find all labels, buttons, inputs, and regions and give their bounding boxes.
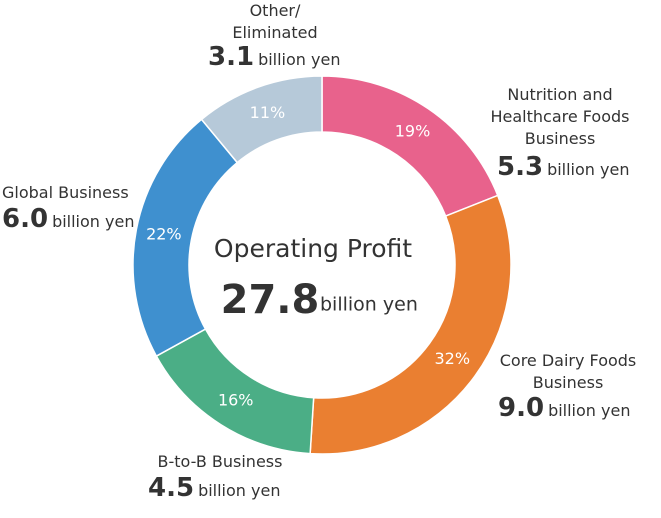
- donut-segment: [309, 194, 512, 455]
- amount-value: 3.1: [208, 42, 255, 72]
- amount-value: 9.0: [498, 393, 545, 423]
- percent-label: 11%: [250, 103, 286, 122]
- percent-label: 22%: [146, 224, 182, 243]
- amount-label: 5.3 billion yen: [497, 152, 629, 182]
- amount-unit: billion yen: [198, 481, 281, 500]
- total-unit: billion yen: [320, 294, 418, 316]
- amount-unit: billion yen: [547, 160, 630, 179]
- amount-label: 6.0 billion yen: [2, 204, 134, 234]
- percent-label: 16%: [218, 390, 254, 409]
- category-label: Global Business: [2, 183, 129, 202]
- percent-label: 32%: [434, 349, 470, 368]
- percent-label: 19%: [395, 121, 431, 140]
- amount-value: 5.3: [497, 152, 544, 182]
- amount-value: 4.5: [148, 473, 195, 503]
- amount-label: 9.0 billion yen: [498, 393, 630, 423]
- amount-label: 3.1 billion yen: [208, 42, 340, 72]
- center-label: Operating Profit: [214, 234, 412, 263]
- amount-value: 6.0: [2, 204, 49, 234]
- amount-unit: billion yen: [52, 212, 135, 231]
- category-label: Other/ Eliminated: [232, 1, 318, 42]
- category-label: Core Dairy Foods Business: [499, 351, 637, 392]
- category-label: Nutrition and Healthcare Foods Business: [490, 85, 630, 148]
- amount-label: 4.5 billion yen: [148, 473, 280, 503]
- amount-unit: billion yen: [258, 50, 341, 69]
- amount-unit: billion yen: [548, 401, 631, 420]
- category-label: B-to-B Business: [157, 452, 283, 471]
- donut-segment: [200, 75, 323, 164]
- total-value: 27.8: [221, 277, 320, 323]
